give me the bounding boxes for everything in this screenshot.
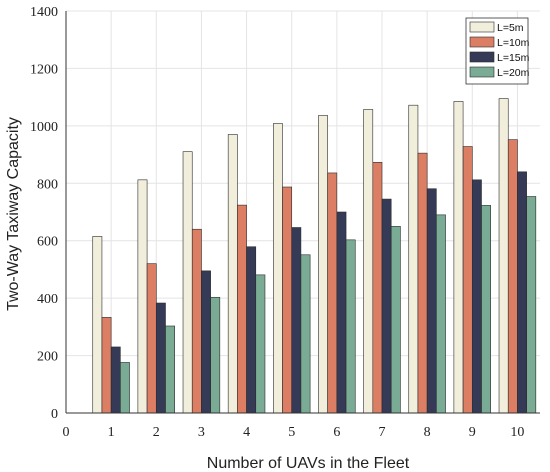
bar-l20m-7 [390, 226, 401, 414]
bar-l10m-10 [507, 139, 518, 414]
bar-l5m-8 [408, 104, 419, 414]
legend-label: L=20m [497, 67, 530, 79]
bar-l10m-9 [462, 146, 473, 414]
bar-l10m-1 [101, 317, 112, 414]
y-axis-title: Two-Way Taxiway Capacity [5, 117, 22, 311]
bar-l5m-10 [498, 98, 509, 414]
axes [65, 11, 540, 414]
legend-swatch [469, 21, 495, 33]
bars [92, 98, 537, 414]
x-tick-label: 10 [510, 425, 524, 440]
bar-l15m-7 [381, 198, 392, 414]
legend-swatch [469, 66, 495, 78]
bar-l5m-5 [273, 123, 283, 414]
bar-l10m-6 [327, 172, 338, 414]
legend-swatch [469, 36, 495, 48]
x-tick-label: 4 [243, 425, 250, 440]
bar-l10m-4 [237, 204, 247, 414]
x-axis-title: Number of UAVs in the Fleet [207, 455, 410, 472]
x-tick-label: 9 [469, 425, 476, 440]
bar-l15m-1 [110, 346, 121, 414]
bar-l20m-2 [165, 325, 175, 414]
bar-l5m-3 [182, 151, 193, 414]
x-tick-label: 8 [424, 425, 431, 440]
x-tick-label: 6 [333, 425, 340, 440]
bar-l5m-6 [318, 115, 328, 414]
bar-l15m-4 [246, 246, 257, 414]
x-tick-label: 0 [63, 425, 70, 440]
y-tick-label: 1000 [30, 120, 58, 135]
bar-l20m-4 [255, 274, 266, 414]
bar-l10m-8 [417, 152, 428, 414]
tick-labels: 0 200 400 600 800 1000 1200 1400 0 1 2 3 4 5 6 7 8 9 10 [30, 5, 524, 440]
bar-l10m-3 [191, 228, 202, 414]
legend-label: L=15m [497, 52, 530, 64]
bar-l20m-9 [481, 205, 491, 414]
bar-l10m-5 [282, 186, 293, 414]
y-tick-label: 200 [37, 350, 58, 365]
bar-l10m-7 [372, 162, 383, 414]
bar-l5m-1 [92, 236, 103, 414]
y-tick-label: 800 [37, 177, 58, 192]
bar-l20m-5 [300, 254, 311, 414]
y-tick-label: 1400 [30, 5, 58, 20]
y-tick-label: 600 [37, 235, 58, 250]
bar-l5m-7 [363, 109, 374, 414]
bar-l10m-2 [146, 263, 157, 414]
bar-l15m-9 [471, 179, 482, 414]
x-tick-label: 1 [108, 425, 115, 440]
y-tick-label: 400 [37, 292, 58, 307]
bar-l20m-1 [120, 362, 130, 414]
y-tick-label: 0 [51, 407, 58, 422]
bar-l5m-2 [137, 179, 148, 414]
x-tick-label: 5 [288, 425, 295, 440]
bar-l20m-6 [345, 239, 356, 414]
x-tick-label: 7 [379, 425, 386, 440]
x-tick-label: 2 [153, 425, 160, 440]
bar-l15m-6 [336, 211, 347, 414]
legend-label: L=10m [497, 37, 530, 49]
bar-l15m-10 [517, 171, 527, 414]
y-tick-label: 1200 [30, 62, 58, 77]
bar-l20m-3 [210, 296, 221, 414]
bar-l15m-8 [426, 188, 437, 414]
bar-l5m-4 [227, 134, 238, 414]
x-tick-label: 3 [198, 425, 205, 440]
bar-l5m-9 [453, 101, 464, 414]
legend-label: L=5m [497, 22, 524, 34]
bar-l15m-3 [201, 270, 211, 414]
bar-l20m-10 [526, 196, 537, 414]
bar-l15m-5 [291, 227, 302, 414]
legend: L=5m L=10m L=15m L=20m [465, 17, 530, 85]
legend-swatch [469, 51, 495, 63]
bar-l20m-8 [436, 214, 446, 414]
bar-l15m-2 [155, 302, 166, 414]
